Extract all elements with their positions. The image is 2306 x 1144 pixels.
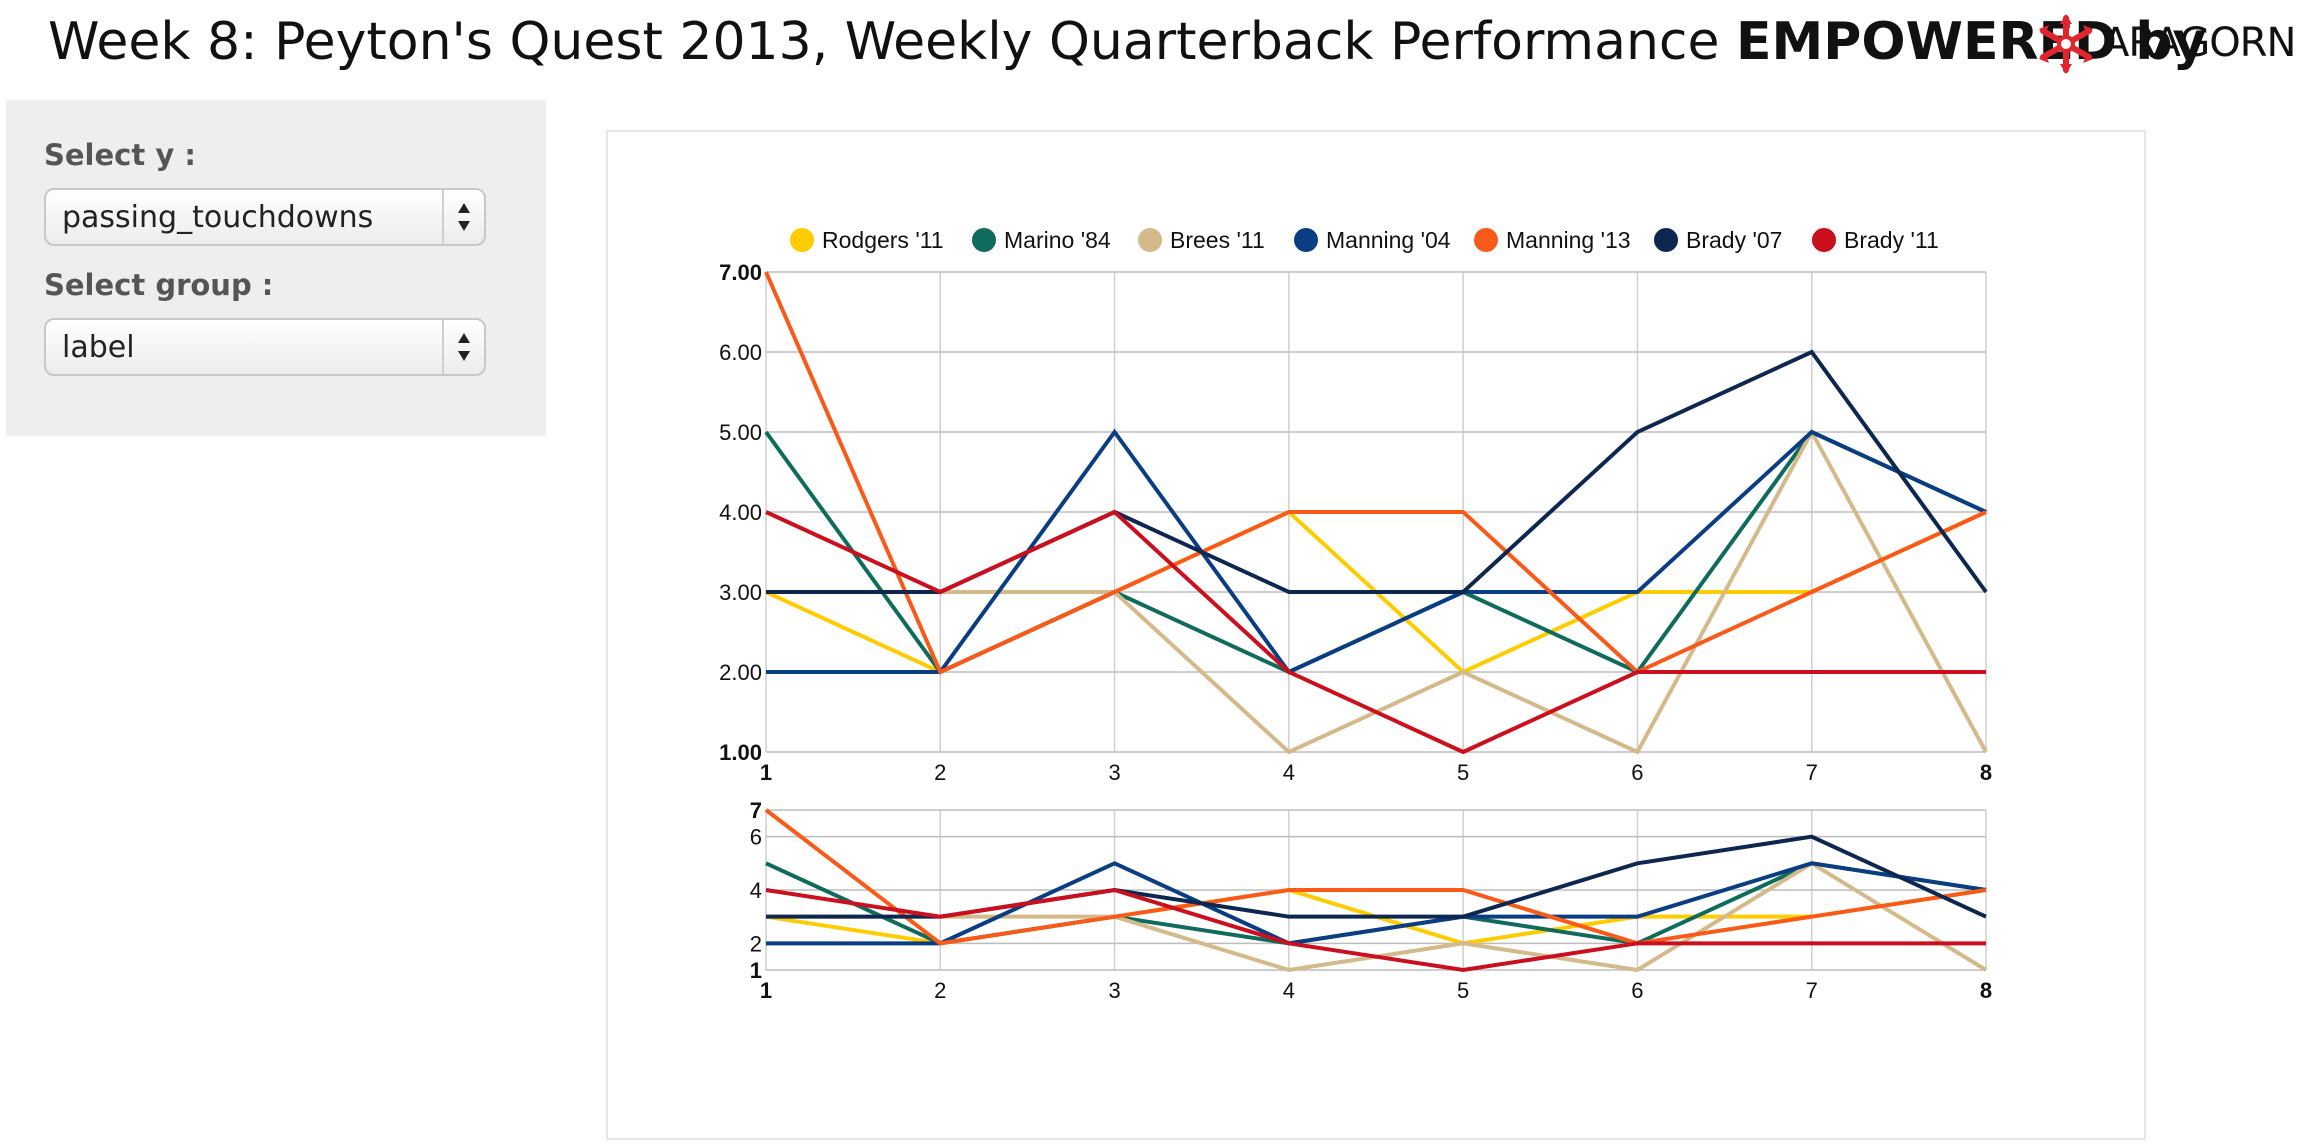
main-x-tick-label: 5 — [1457, 760, 1469, 785]
main-x-tick-label: 7 — [1806, 760, 1818, 785]
legend-label: Brady '11 — [1844, 227, 1939, 253]
control-panel: Select y : passing_touchdowns Select gro… — [6, 100, 546, 436]
main-y-tick-label: 2.00 — [719, 660, 762, 685]
overview-x-tick-label: 3 — [1108, 978, 1120, 1003]
main-y-tick-label: 3.00 — [719, 580, 762, 605]
overview-series-line — [766, 834, 1987, 919]
overview-y-tick-label: 2 — [750, 931, 762, 956]
title-text: Week 8: Peyton's Quest 2013, Weekly Quar… — [48, 12, 1737, 72]
main-x-tick-label: 2 — [934, 760, 946, 785]
main-y-tick-label: 4.00 — [719, 500, 762, 525]
overview-series-line — [765, 887, 1986, 973]
overview-x-tick-label: 1 — [760, 978, 772, 1003]
select-group-label: Select group : — [44, 268, 274, 302]
main-y-tick-label: 7.00 — [719, 260, 762, 285]
overview-series-line — [766, 861, 1987, 946]
updown-arrows-icon — [442, 320, 484, 374]
overview-series-line — [764, 808, 1987, 946]
main-series-line — [766, 428, 1987, 675]
overview-y-tick-label: 7 — [750, 798, 762, 823]
select-group-dropdown[interactable]: label — [44, 318, 486, 376]
select-group-value: label — [62, 330, 135, 365]
main-series-line — [766, 349, 1988, 594]
aragorn-logo: ARAGORN — [2034, 12, 2296, 76]
legend-marker — [1138, 228, 1162, 252]
main-y-tick-label: 1.00 — [719, 740, 762, 765]
legend-marker — [1654, 228, 1678, 252]
overview-y-tick-label: 6 — [750, 825, 762, 850]
main-x-tick-label: 3 — [1108, 760, 1120, 785]
line-chart: 1.002.003.004.005.006.007.001 2 3 4 5 6 7 81246… — [719, 227, 1992, 1003]
legend-label: Marino '84 — [1004, 227, 1111, 253]
overview-x-tick-label: 6 — [1631, 978, 1643, 1003]
legend-marker — [790, 228, 814, 252]
overview-x-tick-label: 4 — [1283, 978, 1295, 1003]
main-x-tick-label: 4 — [1283, 760, 1295, 785]
updown-arrows-icon — [442, 190, 484, 244]
overview-x-tick-label: 2 — [934, 978, 946, 1003]
overview-x-tick-label: 7 — [1806, 978, 1818, 1003]
overview-x-tick-label: 5 — [1457, 978, 1469, 1003]
select-y-value: passing_touchdowns — [62, 200, 374, 235]
legend-label: Brady '07 — [1686, 227, 1782, 253]
legend-marker — [972, 228, 996, 252]
main-x-tick-label: 8 — [1980, 760, 1992, 785]
legend-label: Rodgers '11 — [822, 227, 944, 253]
main-y-tick-label: 6.00 — [719, 340, 762, 365]
snowflake-logo-icon — [2039, 14, 2093, 74]
main-series-line — [764, 271, 1987, 675]
legend-marker — [1474, 228, 1498, 252]
legend-label: Manning '13 — [1506, 227, 1631, 253]
main-series-line — [765, 509, 1986, 755]
overview-y-tick-label: 1 — [750, 958, 762, 983]
page-title: Week 8: Peyton's Quest 2013, Weekly Quar… — [48, 8, 2206, 76]
legend-marker — [1812, 228, 1836, 252]
main-y-tick-label: 5.00 — [719, 420, 762, 445]
main-series-line — [764, 429, 1987, 675]
logo-wordmark: ARAGORN — [2102, 20, 2296, 66]
chart-panel: 1.00 2.00 3.00 4.00 5.00 6.00 7.00 1 2 3 4 5 6 7 8 1 2 4 6… — [606, 130, 2146, 1140]
title-emphasis: EMPOWERED by — [1736, 12, 2207, 72]
legend-label: Brees '11 — [1170, 227, 1265, 253]
overview-x-tick-label: 8 — [1980, 978, 1992, 1003]
select-y-dropdown[interactable]: passing_touchdowns — [44, 188, 486, 246]
select-y-label: Select y : — [44, 138, 196, 172]
legend-label: Manning '04 — [1326, 227, 1451, 253]
main-x-tick-label: 1 — [760, 760, 772, 785]
overview-y-tick-label: 4 — [750, 878, 762, 903]
legend-marker — [1294, 228, 1318, 252]
main-x-tick-label: 6 — [1631, 760, 1643, 785]
